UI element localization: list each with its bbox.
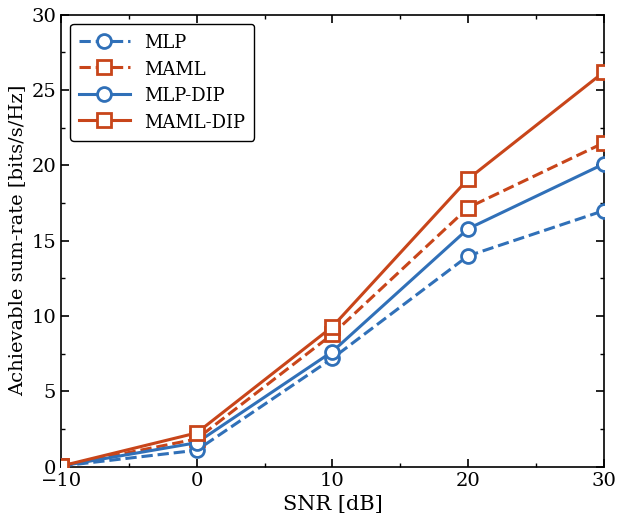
Line: MAML: MAML <box>54 136 611 473</box>
MAML <box>600 140 608 146</box>
X-axis label: SNR [dB]: SNR [dB] <box>283 495 383 514</box>
MLP-DIP <box>600 161 608 167</box>
MLP-DIP <box>464 226 472 232</box>
MAML <box>193 436 200 442</box>
MAML <box>464 205 472 211</box>
Line: MAML-DIP: MAML-DIP <box>54 65 611 473</box>
Y-axis label: Achievable sum-rate [bits/s/Hz]: Achievable sum-rate [bits/s/Hz] <box>7 85 26 397</box>
MAML-DIP <box>464 176 472 182</box>
MLP-DIP <box>329 348 336 354</box>
MLP <box>329 355 336 361</box>
MAML <box>57 463 65 469</box>
Line: MLP: MLP <box>54 204 611 473</box>
MLP-DIP <box>57 463 65 469</box>
MAML <box>329 331 336 337</box>
MLP <box>193 447 200 454</box>
MAML-DIP <box>193 430 200 436</box>
MAML-DIP <box>600 69 608 75</box>
MLP-DIP <box>193 440 200 446</box>
MLP <box>464 253 472 259</box>
Line: MLP-DIP: MLP-DIP <box>54 157 611 473</box>
MLP <box>57 463 65 469</box>
MLP <box>600 208 608 214</box>
Legend: MLP, MAML, MLP-DIP, MAML-DIP: MLP, MAML, MLP-DIP, MAML-DIP <box>70 24 254 141</box>
MAML-DIP <box>329 324 336 330</box>
MAML-DIP <box>57 463 65 469</box>
